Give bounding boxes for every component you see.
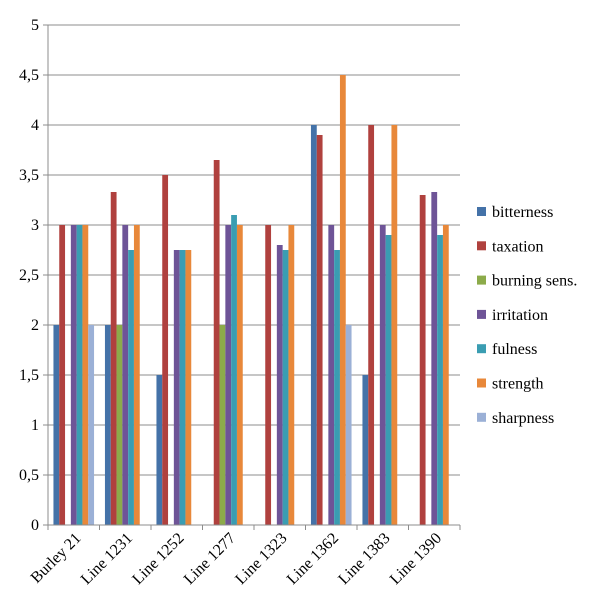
y-tick-label: 4 — [31, 117, 39, 134]
x-tick-label: Line 1231 — [78, 530, 136, 588]
bar-strength — [185, 250, 192, 525]
bar-irritation — [122, 225, 129, 525]
bar-fulness — [334, 250, 340, 525]
y-tick-label: 2,5 — [19, 267, 39, 284]
x-tick-label: Line 1362 — [284, 530, 342, 588]
bar-taxation — [265, 225, 272, 525]
y-tick-label: 3 — [31, 217, 39, 234]
bar-irritation — [328, 225, 335, 525]
legend-label: strength — [492, 376, 544, 393]
bar-fulness — [128, 250, 134, 525]
bar-taxation — [213, 160, 220, 525]
bar-bitterness — [104, 325, 111, 525]
y-tick-label: 5 — [31, 17, 39, 34]
bar-taxation — [368, 125, 375, 525]
bar-strength — [288, 225, 295, 525]
y-axis-ticks: 0 0,5 1 1,5 2 2,5 3 3,5 4 4,5 5 — [19, 17, 48, 534]
bar-burning-sens — [116, 325, 123, 525]
bar-taxation — [110, 192, 117, 525]
legend-swatch — [477, 412, 486, 422]
x-tick-label: Burley 21 — [28, 530, 85, 587]
bar-irritation — [431, 192, 438, 525]
bar-bitterness — [156, 375, 163, 525]
bar-fulness — [385, 235, 392, 525]
bar-irritation — [276, 245, 283, 525]
y-tick-label: 1,5 — [19, 367, 39, 384]
bar-strength — [236, 225, 243, 525]
bar-irritation — [379, 225, 386, 525]
legend-label: sharpness — [492, 410, 554, 427]
legend-label: fulness — [492, 341, 537, 358]
x-tick-label: Line 1277 — [181, 530, 239, 588]
bar-fulness — [76, 225, 83, 525]
x-tick-label: Line 1383 — [335, 530, 393, 588]
x-tick-label: Line 1390 — [387, 530, 445, 588]
legend-label: bitterness — [492, 204, 553, 221]
bar-taxation — [419, 195, 426, 525]
y-tick-label: 4,5 — [19, 67, 39, 84]
legend-swatch — [477, 344, 486, 354]
bar-strength — [442, 225, 449, 525]
legend-swatch — [477, 241, 486, 251]
bars — [53, 75, 449, 525]
legend-label: taxation — [492, 238, 544, 255]
legend: bitterness taxation burning sens. irritatio… — [477, 204, 577, 427]
bar-bitterness — [362, 375, 369, 525]
bar-strength — [339, 75, 346, 525]
bar-strength — [391, 125, 398, 525]
bar-strength — [133, 225, 140, 525]
y-tick-label: 2 — [31, 317, 39, 334]
bar-bitterness — [310, 125, 317, 525]
bar-sharpness — [88, 325, 95, 525]
legend-swatch — [477, 378, 486, 388]
bar-strength — [82, 225, 89, 525]
bar-burning-sens — [219, 325, 226, 525]
legend-label: irritation — [492, 307, 548, 324]
bar-irritation — [70, 225, 77, 525]
x-tick-label: Line 1252 — [129, 530, 187, 588]
legend-swatch — [477, 309, 486, 319]
bar-fulness — [282, 250, 289, 525]
bar-bitterness — [53, 325, 60, 525]
bar-irritation — [173, 250, 180, 525]
bar-fulness — [231, 215, 237, 525]
bar-taxation — [316, 135, 323, 525]
bar-irritation — [225, 225, 232, 525]
y-tick-label: 1 — [31, 417, 39, 434]
y-tick-label: 0,5 — [19, 467, 39, 484]
bar-fulness — [179, 250, 186, 525]
legend-swatch — [477, 275, 486, 285]
y-tick-label: 0 — [31, 517, 39, 534]
bar-taxation — [162, 175, 169, 525]
bar-taxation — [59, 225, 66, 525]
y-tick-label: 3,5 — [19, 167, 39, 184]
legend-swatch — [477, 207, 486, 216]
x-tick-label: Line 1323 — [232, 530, 290, 588]
bar-sharpness — [345, 325, 352, 525]
legend-label: burning sens. — [492, 273, 577, 290]
bar-fulness — [437, 235, 443, 525]
